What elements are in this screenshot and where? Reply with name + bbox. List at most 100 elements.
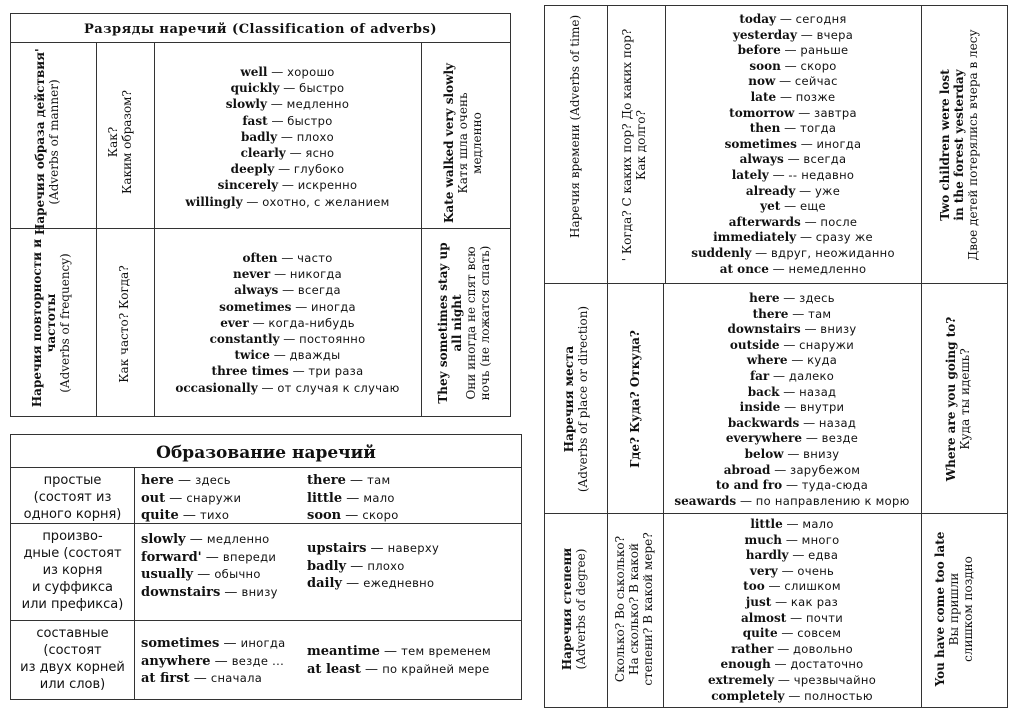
formation-type-derived: произво-дные (состоят из корня и суффикса и… [11, 528, 134, 613]
formation-simple-col1: here — здесь out — снаружи quite — тихо [141, 472, 241, 525]
formation-type-line: дные (состоят [23, 546, 122, 561]
word-pair: little — мало [750, 517, 834, 531]
word-pair: now — сейчас [748, 74, 838, 89]
english-word: now [748, 74, 776, 89]
russian-translation: -- недавно [788, 167, 855, 182]
russian-translation: немедленно [788, 261, 867, 276]
russian-translation: мало [802, 517, 834, 531]
word-pair: soon — скоро [749, 58, 837, 73]
word-pair: late — позже [750, 89, 836, 104]
english-word: occasionally [175, 380, 258, 395]
russian-translation: быстро [287, 113, 333, 128]
formation-derived-col1: slowly — медленно forward' — впереди usual… [141, 531, 278, 601]
word-pair: extremely — чрезвычайно [707, 672, 877, 687]
english-word: hardly [745, 548, 789, 563]
english-word: ever [220, 315, 249, 330]
russian-translation: мало [363, 490, 395, 505]
russian-translation: наверху [387, 541, 440, 555]
english-word: completely [711, 688, 785, 703]
english-word: here [749, 291, 780, 305]
russian-translation: здесь [799, 291, 835, 305]
word-pair: before — раньше [737, 43, 849, 58]
english-word: at least [307, 661, 361, 677]
word-pair: then — тогда [749, 121, 837, 136]
english-word: before [737, 43, 781, 58]
word-pair: to and fro — туда-сюда [715, 478, 869, 493]
russian-translation: постоянно [299, 332, 366, 347]
russian-translation: после [820, 214, 858, 229]
formation-example: usually — обычно [141, 567, 261, 582]
formation-type-line: простые [43, 473, 102, 488]
english-word: immediately [713, 230, 797, 245]
formation-type-line: (состоят из [33, 490, 112, 505]
word-pair: always — всегда [234, 283, 341, 298]
russian-translation: везде ... [231, 653, 285, 668]
russian-translation: совсем [797, 626, 842, 641]
word-pair: sincerely — искренно [217, 178, 358, 193]
word-pair: twice — дважды [234, 348, 341, 363]
english-word: downstairs [727, 322, 801, 337]
word-pair: backwards — назад [727, 415, 857, 430]
frequency-category-label: Наречия повторности и частоты (Adverbs o… [30, 238, 72, 408]
english-word: sometimes [141, 636, 220, 651]
formation-table: Образование наречий простые (состоят из од… [10, 434, 522, 700]
russian-translation: дважды [289, 348, 341, 363]
word-pair: where — куда [746, 353, 838, 368]
russian-translation: когда-нибудь [268, 315, 355, 330]
english-word: quickly [230, 81, 280, 96]
english-word: there [752, 306, 789, 321]
formation-example: forward' — впереди [141, 549, 277, 565]
english-word: outside [729, 337, 780, 352]
place-example: Where are you going to? Куда ты идешь? [944, 316, 972, 482]
word-pair: always — всегда [739, 152, 847, 167]
word-pair: there — там [752, 306, 832, 321]
word-pair: never — никогда [232, 267, 343, 282]
english-word: to and fro [715, 478, 783, 493]
formation-type-line: (состоят [43, 643, 102, 658]
english-word: sometimes [724, 136, 797, 151]
word-pair: back — назад [747, 384, 837, 399]
english-word: daily [307, 576, 342, 591]
russian-translation: охотно, с желанием [262, 194, 390, 209]
russian-translation: куда [807, 353, 838, 368]
russian-translation: очень [797, 563, 835, 578]
english-word: always [234, 283, 279, 298]
english-word: just [745, 594, 772, 609]
english-word: far [749, 368, 770, 383]
formation-example: anywhere — везде ... [141, 653, 285, 669]
formation-type-line: или слов) [39, 677, 106, 692]
russian-translation: довольно [793, 641, 853, 656]
place-question: Где? Куда? Откуда? [628, 330, 642, 468]
russian-translation: иногда [816, 136, 862, 151]
russian-translation: назад [799, 384, 837, 399]
english-word: at once [719, 261, 769, 276]
russian-translation: раньше [800, 43, 849, 58]
english-word: lately [731, 167, 769, 182]
classification-table-right: Наречия времени (Adverbs of time) ' Когд… [544, 5, 1008, 708]
russian-translation: три раза [308, 364, 364, 379]
formation-type-line: из двух корней [20, 660, 125, 675]
word-pair: afterwards — после [728, 214, 858, 229]
word-pair: almost — почти [740, 610, 843, 625]
english-word: anywhere [141, 653, 211, 669]
degree-question: Сколько? Во ськолько? На сколько? В како… [613, 532, 655, 686]
english-word: never [232, 267, 271, 282]
word-pair: three times — три раза [211, 364, 364, 379]
english-word: fast [242, 113, 268, 128]
word-pair: far — далеко [749, 368, 835, 383]
english-word: already [745, 183, 796, 198]
english-word: too [743, 579, 765, 594]
word-pair: below — внизу [744, 446, 840, 461]
english-word: here [141, 473, 174, 488]
russian-translation: далеко [788, 368, 835, 383]
word-pair: already — уже [745, 183, 841, 198]
word-pair: yet — еще [760, 199, 826, 214]
classification-table-left: Разряды наречий (Classification of adver… [10, 13, 511, 417]
word-pair: often — часто [242, 251, 333, 265]
russian-translation: ежедневно [363, 576, 435, 590]
russian-translation: всегда [803, 152, 847, 167]
russian-translation: плохо [367, 558, 405, 573]
english-word: almost [740, 610, 787, 625]
formation-type-line: составные [36, 626, 109, 641]
english-word: sincerely [217, 178, 279, 193]
